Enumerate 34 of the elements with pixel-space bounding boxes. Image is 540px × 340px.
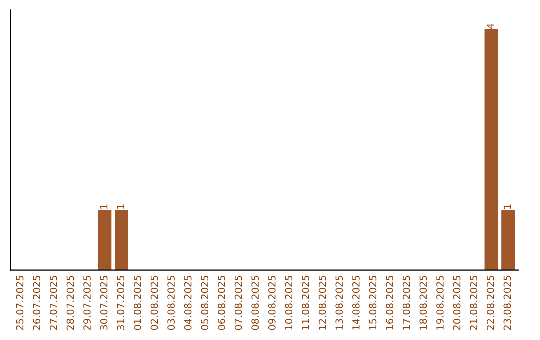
x-tick-label: 07.08.2025 <box>234 276 242 330</box>
x-tick-label: 29.07.2025 <box>84 276 91 330</box>
x-tick-label: 15.08.2025 <box>369 276 377 330</box>
x-tick-label: 28.07.2025 <box>66 276 74 330</box>
x-tick-label: 04.08.2025 <box>184 276 192 330</box>
x-tick-label: 05.08.2025 <box>201 276 209 330</box>
x-tick-label: 30.07.2025 <box>100 276 108 330</box>
data-label: 1 <box>117 204 124 210</box>
x-tick-label: 31.07.2025 <box>117 276 125 330</box>
x-tick-label: 23.08.2025 <box>504 276 512 330</box>
x-tick-label: 17.08.2025 <box>402 276 410 330</box>
x-tick-label: 18.08.2025 <box>420 276 428 330</box>
data-label: 1 <box>100 204 108 210</box>
x-tick-label: 03.08.2025 <box>168 276 175 330</box>
x-tick-label: 16.08.2025 <box>386 276 394 330</box>
x-tick-label: 27.07.2025 <box>50 276 58 330</box>
x-tick-label: 12.08.2025 <box>318 276 326 330</box>
data-label: 1 <box>504 204 511 210</box>
x-tick-label: 25.07.2025 <box>16 276 24 330</box>
x-tick-label: 09.08.2025 <box>268 276 276 330</box>
x-tick-label: 06.08.2025 <box>218 276 226 330</box>
x-tick-label: 08.08.2025 <box>252 276 260 330</box>
x-tick-label: 02.08.2025 <box>150 276 158 330</box>
x-tick-label: 11.08.2025 <box>302 276 310 330</box>
x-tick-label: 22.08.2025 <box>486 276 494 330</box>
x-tick-label: 19.08.2025 <box>436 276 444 330</box>
x-tick-label: 13.08.2025 <box>336 276 344 330</box>
x-tick-label: 26.07.2025 <box>33 276 41 330</box>
x-tick-label: 20.08.2025 <box>453 276 461 330</box>
data-label: 4 <box>487 24 494 29</box>
x-tick-label: 21.08.2025 <box>470 276 478 330</box>
x-tick-label: 10.08.2025 <box>285 276 293 330</box>
x-tick-label: 01.08.2025 <box>134 276 142 330</box>
x-tick-label: 14.08.2025 <box>352 276 360 330</box>
